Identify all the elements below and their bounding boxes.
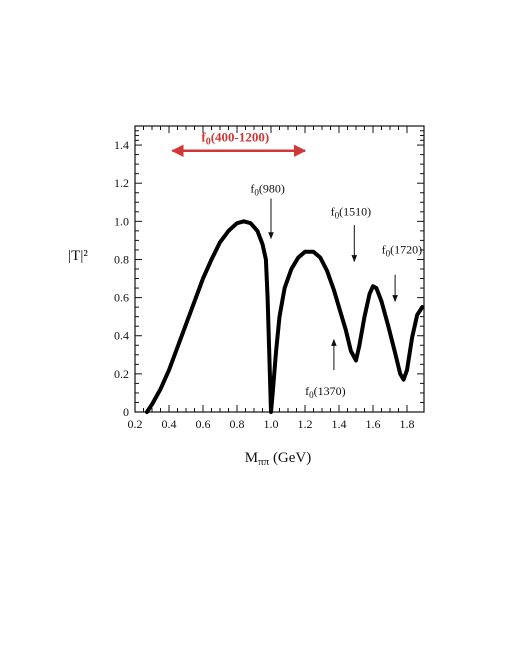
- annotation-label: f0(400-1200): [201, 129, 269, 147]
- x-tick-label: 1.2: [298, 417, 313, 431]
- y-axis-ticks: 0 0.2 0.4 0.6 0.8 1.0 1.2 1.4: [114, 130, 424, 419]
- annotation-400-1200: f0(400-1200): [171, 129, 307, 158]
- amplitude-curve: [144, 219, 425, 414]
- x-axis-title: Mππ (GeV): [245, 450, 312, 468]
- y-tick-label: 0: [123, 405, 129, 419]
- y-tick-label: 0.2: [114, 367, 129, 381]
- annotation-1510: f0(1510): [331, 205, 372, 263]
- x-tick-label: 1.6: [366, 417, 381, 431]
- x-tick-label: 1.8: [400, 417, 415, 431]
- annotation-1370: f0(1370): [305, 338, 346, 400]
- y-tick-label: 1.2: [114, 176, 129, 190]
- y-tick-label: 1.0: [114, 214, 129, 228]
- annotation-label: f0(1370): [305, 384, 346, 400]
- y-tick-label: 1.4: [114, 138, 129, 152]
- annotations: f0(400-1200) f0(980) f0(1510) f0(1720) f0(13…: [171, 129, 423, 400]
- x-tick-label: 0.2: [128, 417, 143, 431]
- x-tick-label: 0.6: [196, 417, 211, 431]
- annotation-980: f0(980): [250, 182, 285, 240]
- x-tick-label: 0.4: [162, 417, 177, 431]
- annotation-1720: f0(1720): [382, 243, 423, 303]
- x-tick-label: 1.4: [332, 417, 347, 431]
- y-axis-title: |T|²: [68, 248, 88, 264]
- annotation-label: f0(1720): [382, 243, 423, 259]
- y-tick-label: 0.4: [114, 329, 129, 343]
- x-tick-label: 1.0: [264, 417, 279, 431]
- x-axis-ticks: 0.2 0.4 0.6 0.8 1.0 1.2 1.4 1.6 1.8: [128, 126, 415, 431]
- annotation-label: f0(1510): [331, 205, 372, 221]
- y-tick-label: 0.8: [114, 252, 129, 266]
- x-tick-label: 0.8: [230, 417, 245, 431]
- plot-border: [134, 125, 425, 413]
- plot-frame: [134, 125, 425, 413]
- annotation-label: f0(980): [250, 182, 285, 198]
- y-tick-label: 0.6: [114, 291, 129, 305]
